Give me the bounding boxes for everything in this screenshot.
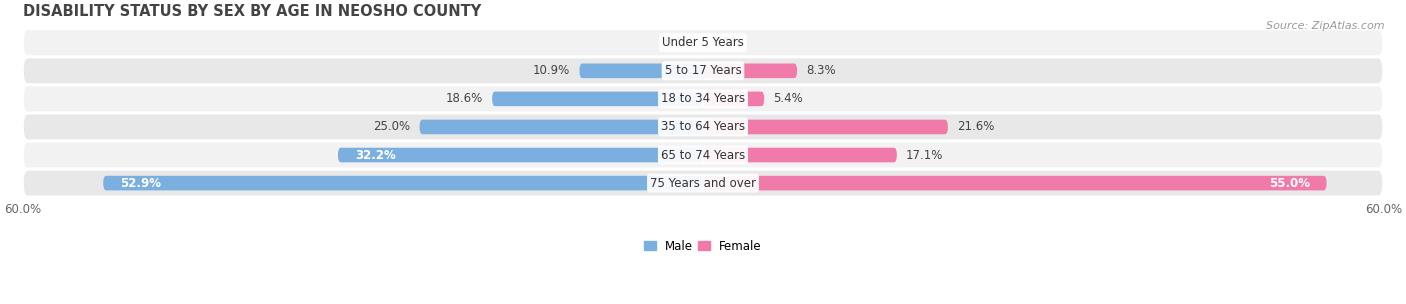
FancyBboxPatch shape: [22, 57, 1384, 84]
FancyBboxPatch shape: [22, 170, 1384, 197]
Text: 18.6%: 18.6%: [446, 92, 484, 105]
FancyBboxPatch shape: [22, 142, 1384, 168]
Text: 75 Years and over: 75 Years and over: [650, 177, 756, 190]
FancyBboxPatch shape: [103, 176, 703, 190]
Text: 8.3%: 8.3%: [806, 64, 835, 77]
Text: 21.6%: 21.6%: [957, 120, 994, 133]
Text: 25.0%: 25.0%: [374, 120, 411, 133]
Text: 18 to 34 Years: 18 to 34 Years: [661, 92, 745, 105]
Text: 32.2%: 32.2%: [354, 149, 395, 161]
Text: 0.0%: 0.0%: [664, 36, 695, 49]
FancyBboxPatch shape: [22, 85, 1384, 112]
FancyBboxPatch shape: [703, 148, 897, 162]
Text: 52.9%: 52.9%: [121, 177, 162, 190]
Text: Source: ZipAtlas.com: Source: ZipAtlas.com: [1267, 21, 1385, 31]
FancyBboxPatch shape: [337, 148, 703, 162]
Text: 5 to 17 Years: 5 to 17 Years: [665, 64, 741, 77]
Text: 17.1%: 17.1%: [905, 149, 943, 161]
FancyBboxPatch shape: [703, 176, 1327, 190]
FancyBboxPatch shape: [579, 64, 703, 78]
Text: 5.4%: 5.4%: [773, 92, 803, 105]
Text: 35 to 64 Years: 35 to 64 Years: [661, 120, 745, 133]
Text: 10.9%: 10.9%: [533, 64, 571, 77]
FancyBboxPatch shape: [419, 120, 703, 134]
FancyBboxPatch shape: [492, 92, 703, 106]
FancyBboxPatch shape: [703, 120, 948, 134]
FancyBboxPatch shape: [703, 92, 765, 106]
FancyBboxPatch shape: [703, 64, 797, 78]
Text: DISABILITY STATUS BY SEX BY AGE IN NEOSHO COUNTY: DISABILITY STATUS BY SEX BY AGE IN NEOSH…: [22, 4, 481, 19]
Text: 55.0%: 55.0%: [1268, 177, 1309, 190]
Text: 0.0%: 0.0%: [711, 36, 742, 49]
FancyBboxPatch shape: [22, 113, 1384, 140]
Text: 65 to 74 Years: 65 to 74 Years: [661, 149, 745, 161]
Text: Under 5 Years: Under 5 Years: [662, 36, 744, 49]
Legend: Male, Female: Male, Female: [640, 235, 766, 258]
FancyBboxPatch shape: [22, 29, 1384, 56]
